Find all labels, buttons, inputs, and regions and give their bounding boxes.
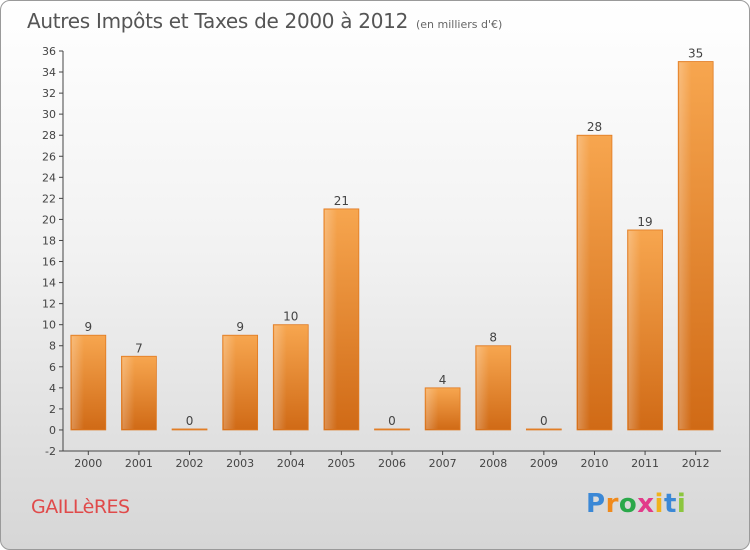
bar-sheen [577, 136, 591, 429]
x-tick-label: 2004 [277, 457, 305, 470]
y-tick-label: 12 [42, 298, 56, 311]
x-tick-label: 2008 [479, 457, 507, 470]
data-label-2002: 0 [186, 414, 194, 428]
x-tick-label: 2001 [125, 457, 153, 470]
x-tick-label: 2003 [226, 457, 254, 470]
y-tick-label: 26 [42, 150, 56, 163]
bar-sheen [679, 62, 692, 429]
x-tick-label: 2012 [682, 457, 710, 470]
data-label-2003: 9 [236, 320, 244, 334]
y-tick-label: 10 [42, 319, 56, 332]
chart-title-text: Autres Impôts et Taxes de 2000 à 2012 [27, 9, 408, 33]
bar-sheen [122, 357, 135, 429]
data-label-2006: 0 [388, 414, 396, 428]
y-tick-label: 4 [49, 382, 56, 395]
y-tick-label: 24 [42, 171, 56, 184]
bar-2009 [525, 428, 562, 431]
bars [70, 61, 714, 431]
y-tick-label: 18 [42, 234, 56, 247]
data-label-2009: 0 [540, 414, 548, 428]
x-tick-label: 2002 [176, 457, 204, 470]
data-label-2001: 7 [135, 341, 143, 355]
y-tick-label: 34 [42, 66, 56, 79]
x-tick-label: 2007 [429, 457, 457, 470]
y-tick-label: 14 [42, 277, 56, 290]
bar-sheen [274, 325, 287, 429]
bar-sheen [476, 346, 489, 429]
x-tick-label: 2000 [74, 457, 102, 470]
x-tick-label: 2010 [580, 457, 608, 470]
chart-subtitle: (en milliers d'€) [416, 18, 503, 31]
data-label-2010: 28 [587, 120, 602, 134]
bar-2002 [171, 428, 208, 431]
y-tick-label: 36 [42, 45, 56, 58]
y-tick-label: 32 [42, 87, 56, 100]
bar-2006 [374, 428, 410, 431]
data-label-2005: 21 [334, 194, 349, 208]
x-tick-label: 2006 [378, 457, 406, 470]
x-tick-label: 2011 [631, 457, 659, 470]
bar-sheen [324, 209, 338, 429]
data-labels: 9 7 0 9 10 21 0 4 8 0 28 19 35 [84, 47, 703, 428]
data-label-2011: 19 [637, 215, 652, 229]
data-label-2008: 8 [489, 331, 497, 345]
bar-sheen [426, 388, 439, 429]
y-tick-label: 16 [42, 256, 56, 269]
y-tick-label: -2 [45, 445, 56, 458]
y-tick-label: 20 [42, 213, 56, 226]
x-tick-label: 2005 [327, 457, 355, 470]
chart-title: Autres Impôts et Taxes de 2000 à 2012 (en… [27, 9, 502, 33]
x-tick-label: 2009 [530, 457, 558, 470]
data-label-2007: 4 [439, 373, 447, 387]
y-tick-label: 22 [42, 192, 56, 205]
y-tick-label: 6 [49, 361, 56, 374]
data-label-2012: 35 [688, 47, 703, 61]
town-name: GAILLèRES [31, 496, 130, 518]
y-tick-label: 0 [49, 424, 56, 437]
y-tick-label: 2 [49, 403, 56, 416]
data-label-2004: 10 [283, 310, 298, 324]
bar-sheen [223, 336, 236, 429]
bar-sheen [71, 336, 85, 429]
y-tick-label: 28 [42, 129, 56, 142]
y-tick-label: 30 [42, 108, 56, 121]
proxiti-logo: Proxiti [586, 489, 687, 519]
x-axis: 2000 2001 2002 2003 2004 2005 2006 2007 2008 2009… [63, 450, 721, 470]
bar-sheen [628, 230, 641, 429]
y-tick-label: 8 [49, 340, 56, 353]
data-label-2000: 9 [84, 320, 92, 334]
